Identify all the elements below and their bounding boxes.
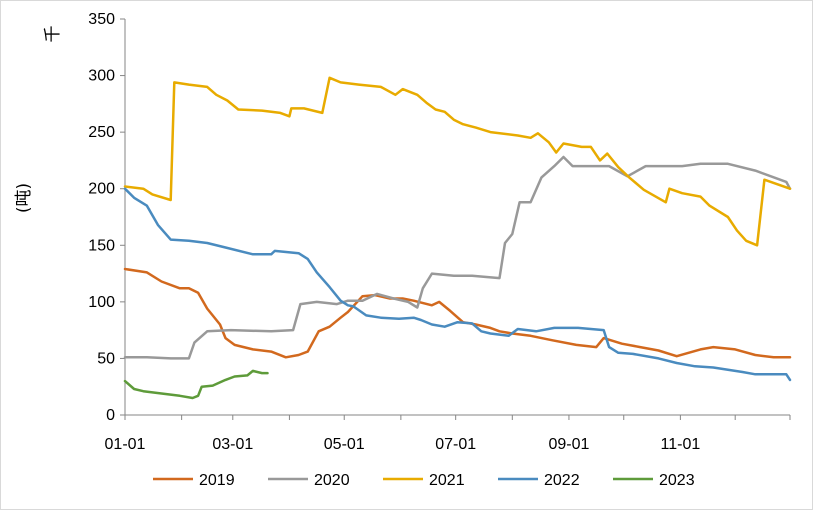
x-tick-label: 09-01 [548,436,589,453]
axes: 0 50 100 150 200 250 300 350 01-01 03-01 05-01 07-0… [88,11,791,453]
y-tick-label: 200 [88,181,115,198]
legend-label-2020: 2020 [314,472,350,489]
series-line-2021 [123,76,792,247]
legend-label-2022: 2022 [544,472,580,489]
series-line-2020 [123,155,792,360]
x-tick-label: 11-01 [661,436,701,453]
y-tick-label: 100 [88,294,115,311]
legend-label-2021: 2021 [429,472,465,489]
y-tick-label: 0 [106,407,115,424]
series-line-2023 [123,369,269,400]
y-tick-label: 300 [88,68,115,85]
series-line-2019 [123,267,792,359]
x-tick-label: 03-01 [212,436,253,453]
y-axis-label: (吨) [14,183,34,213]
x-tick-label: 07-01 [435,436,476,453]
x-tick-label: 05-01 [324,436,365,453]
x-tick-label: 01-01 [105,436,146,453]
y-tick-label: 50 [97,350,115,367]
y-axis-unit: 千 [43,26,63,43]
y-tick-label: 350 [88,11,115,28]
y-unit-labels: 千 (吨) [14,26,63,214]
y-tick-label: 150 [88,237,115,254]
series-layer [123,76,792,400]
legend-label-2019: 2019 [199,472,235,489]
legend-label-2023: 2023 [659,472,695,489]
y-tick-label: 250 [88,124,115,141]
series-line-2022 [123,187,792,382]
legend: 2019 2020 2021 2022 2023 [153,472,695,489]
